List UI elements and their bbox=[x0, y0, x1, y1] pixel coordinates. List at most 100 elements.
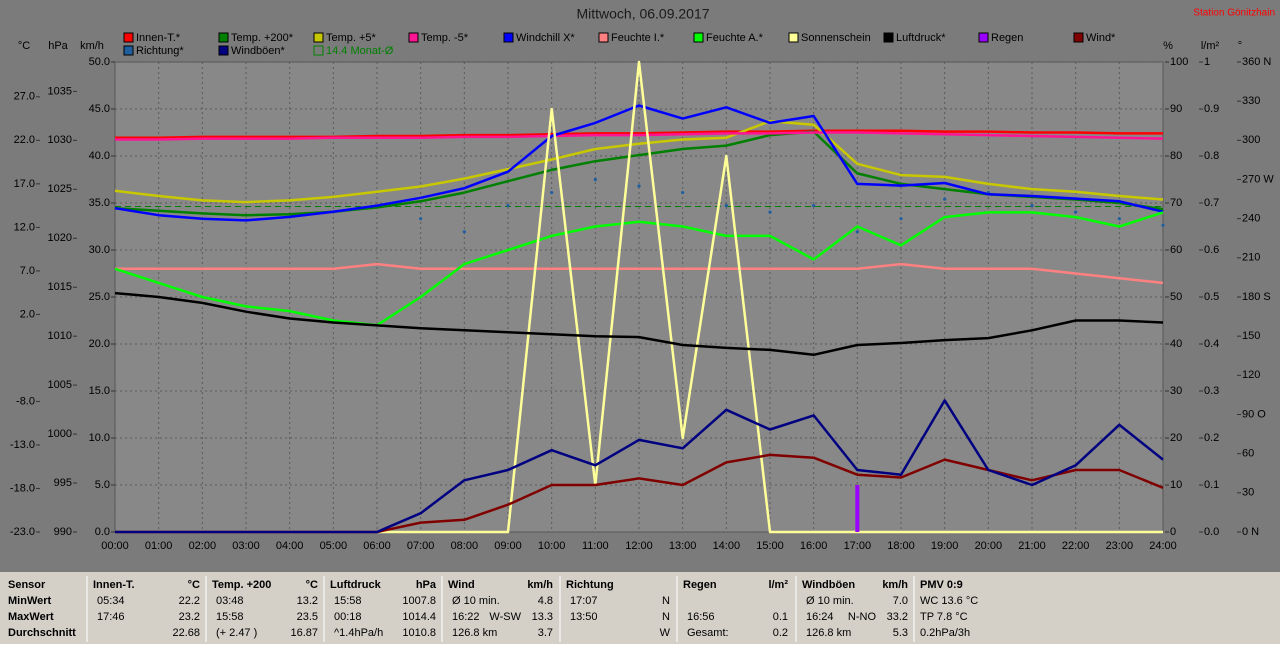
row-label: MinWert bbox=[8, 595, 52, 607]
column-unit: km/h bbox=[527, 579, 553, 591]
column-title: Windböen bbox=[802, 579, 855, 591]
x-tick-label: 18:00 bbox=[887, 540, 915, 552]
cell: 126.8 km bbox=[806, 627, 851, 639]
y-tick-label: 70 bbox=[1170, 197, 1182, 209]
cell: 5.3 bbox=[893, 627, 908, 639]
cell: 3.7 bbox=[538, 627, 553, 639]
cell: 13:50 bbox=[570, 611, 598, 623]
series-dot bbox=[943, 197, 947, 201]
series-dot bbox=[724, 204, 728, 208]
series-line bbox=[114, 104, 1164, 222]
legend-swatch bbox=[978, 32, 989, 43]
column-title: PMV 0:9 bbox=[920, 579, 963, 591]
y-tick-label: 90 bbox=[1170, 103, 1182, 115]
y-tick-label: 30 bbox=[1242, 487, 1254, 499]
column-title: Wind bbox=[448, 579, 475, 591]
series-dot bbox=[462, 230, 466, 234]
x-tick-label: 10:00 bbox=[538, 540, 566, 552]
cell: 1007.8 bbox=[402, 595, 436, 607]
legend-label: Windchill X* bbox=[516, 32, 575, 44]
x-tick-label: 07:00 bbox=[407, 540, 435, 552]
x-tick-label: 02:00 bbox=[189, 540, 217, 552]
column-title: Temp. +200 bbox=[212, 579, 271, 591]
y-tick-label: 0.6 bbox=[1204, 244, 1219, 256]
series-line bbox=[114, 291, 1164, 357]
axis-unit: % bbox=[1163, 40, 1173, 52]
legend-label: 14.4 Monat-Ø bbox=[326, 45, 394, 57]
legend-label: Innen-T.* bbox=[136, 32, 181, 44]
legend-label: Richtung* bbox=[136, 45, 184, 57]
y-tick-label: 90 O bbox=[1242, 408, 1266, 420]
cell: Ø 10 min. bbox=[806, 595, 854, 607]
legend-swatch bbox=[408, 32, 419, 43]
legend-swatch bbox=[1073, 32, 1084, 43]
y-tick-label: 10.0 bbox=[89, 432, 110, 444]
legend-label: Luftdruck* bbox=[896, 32, 946, 44]
y-tick-label: 1000 bbox=[48, 428, 72, 440]
series-line bbox=[115, 129, 1163, 139]
cell: TP 7.8 °C bbox=[920, 611, 968, 623]
y-tick-label: 0 N bbox=[1242, 526, 1259, 538]
cell: 16:56 bbox=[687, 611, 715, 623]
cell: 03:48 bbox=[216, 595, 244, 607]
legend-label: Regen bbox=[991, 32, 1023, 44]
cell: 16.87 bbox=[290, 627, 318, 639]
y-tick-label: 0.0 bbox=[95, 526, 110, 538]
y-tick-label: 40.0 bbox=[89, 150, 110, 162]
legend-swatch bbox=[503, 32, 514, 43]
y-tick-label: 35.0 bbox=[89, 197, 110, 209]
axis-unit: l/m² bbox=[1201, 40, 1220, 52]
y-tick-label: 30.0 bbox=[89, 244, 110, 256]
series-line bbox=[114, 119, 1164, 204]
y-tick-label: 360 N bbox=[1242, 56, 1271, 68]
legend-swatch bbox=[123, 45, 134, 56]
legend-swatch bbox=[218, 45, 229, 56]
x-tick-label: 14:00 bbox=[713, 540, 741, 552]
series-dot bbox=[681, 190, 685, 195]
series-dot bbox=[1074, 210, 1078, 214]
legend-swatch bbox=[218, 32, 229, 43]
x-tick-label: 16:00 bbox=[800, 540, 828, 552]
y-tick-label: 15.0 bbox=[89, 385, 110, 397]
y-tick-label: 10 bbox=[1170, 479, 1182, 491]
cell: 13.3 bbox=[532, 611, 553, 623]
cell: (+ 2.47 ) bbox=[216, 627, 257, 639]
y-tick-label: 50 bbox=[1170, 291, 1182, 303]
cell: N bbox=[662, 611, 670, 623]
legend-label: Temp. -5* bbox=[421, 32, 469, 44]
cell: 00:18 bbox=[334, 611, 362, 623]
row-label: MaxWert bbox=[8, 611, 54, 623]
y-tick-label: 1010 bbox=[48, 330, 72, 342]
y-tick-label: 2.0 bbox=[20, 308, 35, 320]
x-tick-label: 06:00 bbox=[363, 540, 391, 552]
series-line bbox=[114, 211, 1164, 327]
x-tick-label: 24:00 bbox=[1149, 540, 1177, 552]
cell: 22.68 bbox=[172, 627, 200, 639]
table-background bbox=[0, 572, 1280, 644]
x-tick-label: 12:00 bbox=[625, 540, 653, 552]
series-line bbox=[115, 399, 1164, 534]
cell: 1010.8 bbox=[402, 627, 436, 639]
y-tick-label: 0 bbox=[1170, 526, 1176, 538]
y-tick-label: 20.0 bbox=[89, 338, 110, 350]
column-unit: km/h bbox=[882, 579, 908, 591]
cell: 4.8 bbox=[538, 595, 553, 607]
cell: 16:24 bbox=[806, 611, 834, 623]
y-tick-label: 50.0 bbox=[89, 56, 110, 68]
y-tick-label: 1035 bbox=[48, 85, 72, 97]
y-tick-label: 1025 bbox=[48, 183, 72, 195]
legend-swatch bbox=[313, 45, 324, 56]
x-tick-label: 05:00 bbox=[320, 540, 348, 552]
cell: N-NO bbox=[848, 611, 877, 623]
y-tick-label: 17.0 bbox=[14, 178, 35, 190]
column-unit: l/m² bbox=[768, 579, 788, 591]
series-dot bbox=[1161, 223, 1165, 227]
legend-swatch bbox=[313, 32, 324, 43]
series-line bbox=[115, 131, 1164, 141]
legend-label: Wind* bbox=[1086, 32, 1116, 44]
y-tick-label: 330 bbox=[1242, 95, 1260, 107]
y-tick-label: 0.8 bbox=[1204, 150, 1219, 162]
y-tick-label: 300 bbox=[1242, 134, 1260, 146]
cell: 126.8 km bbox=[452, 627, 497, 639]
axis-unit: km/h bbox=[80, 40, 104, 52]
